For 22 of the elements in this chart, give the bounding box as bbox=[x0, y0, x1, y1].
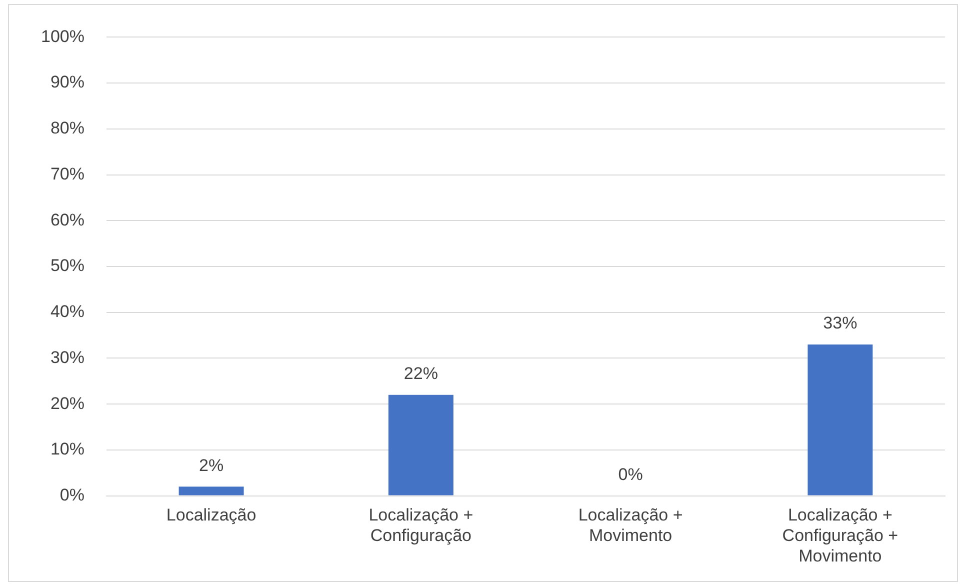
data-label: 22% bbox=[404, 364, 438, 384]
bar bbox=[178, 486, 244, 496]
y-tick-label: 90% bbox=[50, 72, 84, 92]
y-tick-label: 80% bbox=[50, 118, 84, 138]
x-tick-label: Localização + Movimento bbox=[578, 506, 683, 546]
data-label: 2% bbox=[199, 456, 224, 475]
y-tick-label: 60% bbox=[50, 210, 84, 230]
y-tick-label: 10% bbox=[50, 440, 84, 459]
data-label: 33% bbox=[823, 314, 858, 333]
bar bbox=[808, 344, 873, 496]
y-tick-label: 100% bbox=[40, 26, 84, 46]
x-tick-label: Localização + Configuração bbox=[368, 506, 474, 546]
y-tick-label: 70% bbox=[50, 164, 84, 184]
y-tick-label: 50% bbox=[50, 256, 84, 276]
y-tick-label: 30% bbox=[50, 348, 84, 367]
x-tick-label: Localização bbox=[166, 506, 256, 525]
y-tick-label: 40% bbox=[50, 302, 84, 322]
y-tick-label: 0% bbox=[60, 485, 84, 504]
bar bbox=[388, 394, 454, 496]
y-tick-label: 20% bbox=[50, 394, 84, 413]
x-tick-label: Localização + Configuração + Movimento bbox=[782, 506, 898, 566]
data-label: 0% bbox=[618, 464, 643, 484]
